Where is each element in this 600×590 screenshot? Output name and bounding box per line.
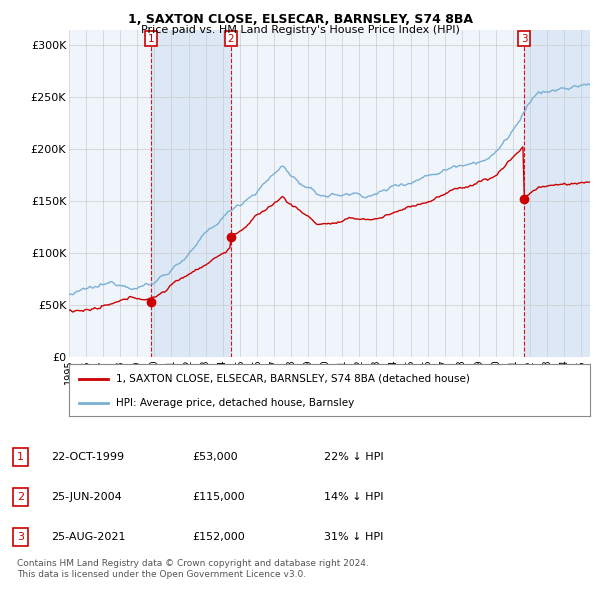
- Text: 22% ↓ HPI: 22% ↓ HPI: [324, 453, 383, 462]
- Text: HPI: Average price, detached house, Barnsley: HPI: Average price, detached house, Barn…: [116, 398, 354, 408]
- Text: 1, SAXTON CLOSE, ELSECAR, BARNSLEY, S74 8BA (detached house): 1, SAXTON CLOSE, ELSECAR, BARNSLEY, S74 …: [116, 373, 470, 384]
- Text: 1, SAXTON CLOSE, ELSECAR, BARNSLEY, S74 8BA: 1, SAXTON CLOSE, ELSECAR, BARNSLEY, S74 …: [128, 13, 473, 26]
- Text: 3: 3: [521, 34, 527, 44]
- Text: 22-OCT-1999: 22-OCT-1999: [51, 453, 124, 462]
- Bar: [524, 30, 590, 357]
- Text: £152,000: £152,000: [192, 532, 245, 542]
- Text: 2: 2: [17, 492, 24, 502]
- Text: £53,000: £53,000: [192, 453, 238, 462]
- Text: Contains HM Land Registry data © Crown copyright and database right 2024.: Contains HM Land Registry data © Crown c…: [17, 559, 368, 568]
- Text: 31% ↓ HPI: 31% ↓ HPI: [324, 532, 383, 542]
- Text: 3: 3: [17, 532, 24, 542]
- Text: 25-AUG-2021: 25-AUG-2021: [51, 532, 125, 542]
- Text: 25-JUN-2004: 25-JUN-2004: [51, 492, 122, 502]
- Text: Price paid vs. HM Land Registry's House Price Index (HPI): Price paid vs. HM Land Registry's House …: [140, 25, 460, 35]
- Text: £115,000: £115,000: [192, 492, 245, 502]
- Bar: [151, 30, 231, 357]
- Text: 14% ↓ HPI: 14% ↓ HPI: [324, 492, 383, 502]
- Text: 1: 1: [148, 34, 154, 44]
- Text: 1: 1: [17, 453, 24, 462]
- Text: This data is licensed under the Open Government Licence v3.0.: This data is licensed under the Open Gov…: [17, 571, 306, 579]
- Text: 2: 2: [228, 34, 235, 44]
